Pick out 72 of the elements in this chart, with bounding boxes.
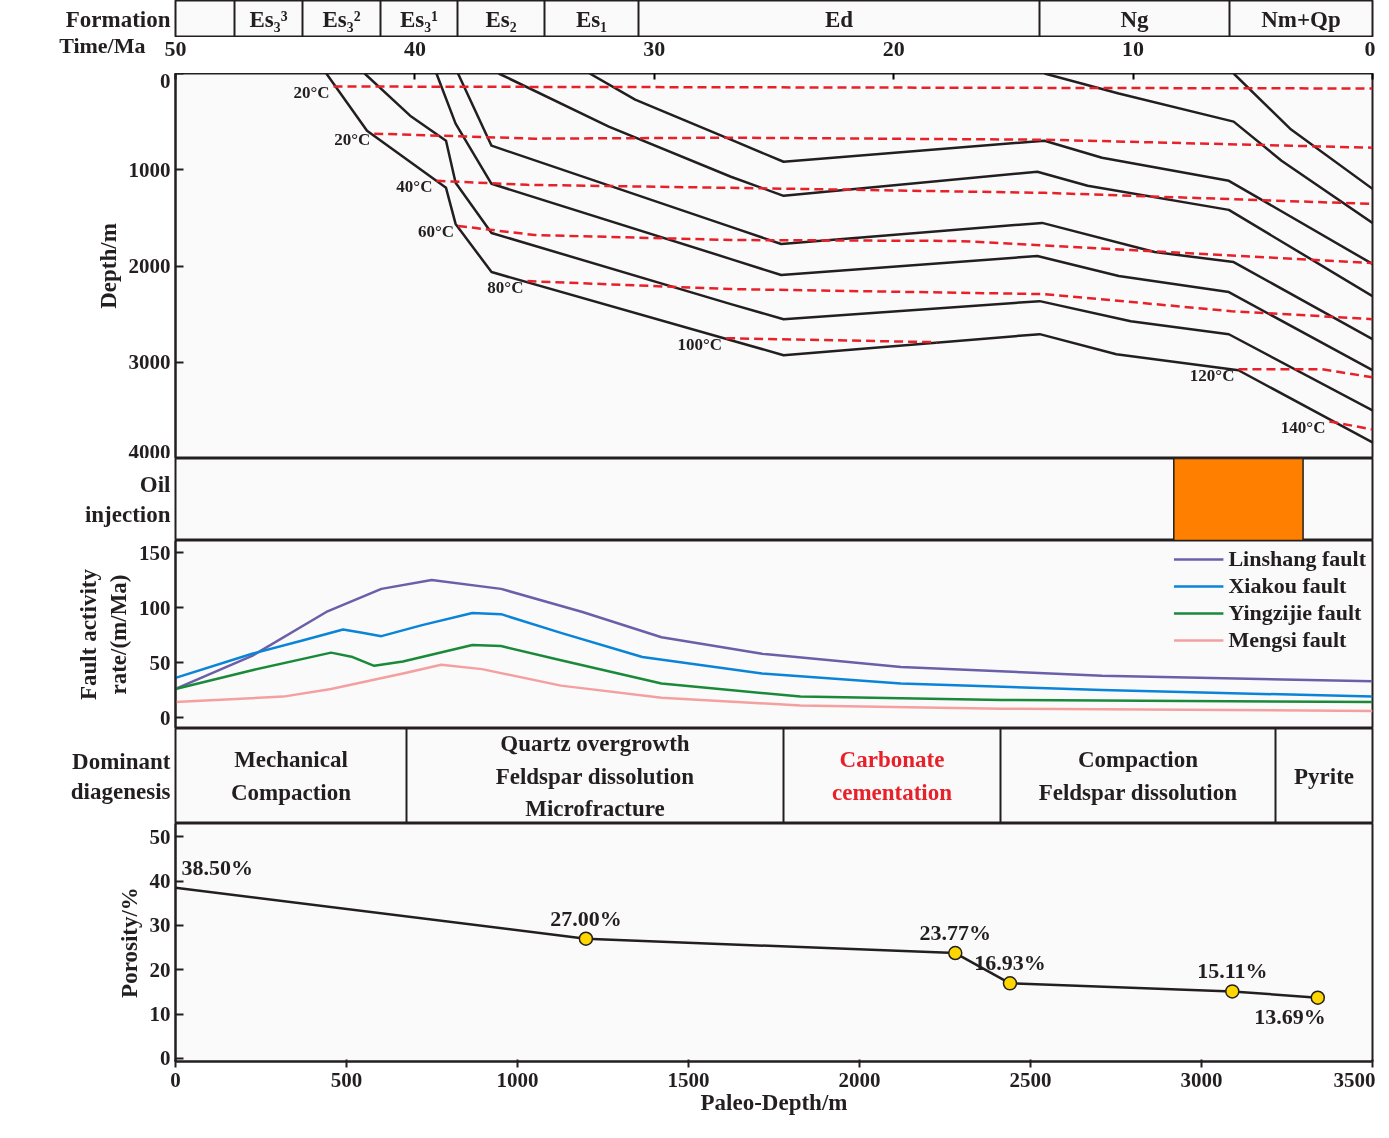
category-label: Es₁	[575, 6, 608, 32]
x-tick-label: 1500	[667, 1067, 710, 1092]
y-tick-label: 3000	[128, 350, 171, 375]
annotation: 80°C	[487, 277, 524, 297]
x-tick-label: 0	[1364, 35, 1376, 61]
data-label: 15.11%	[1197, 958, 1268, 984]
x-tick-label: 2500	[1009, 1067, 1052, 1092]
data-label: 16.93%	[974, 950, 1046, 976]
text: Formation	[65, 6, 171, 32]
line-series	[175, 663, 1373, 713]
x-axis-title: Paleo-Depth/m	[700, 1089, 848, 1115]
data-label: 13.69%	[1254, 1003, 1326, 1029]
y-tick-label: 0	[160, 1046, 171, 1071]
x-tick-label: 3500	[1333, 1067, 1376, 1092]
y-axis-title: Oil injection	[84, 472, 171, 527]
legend-label: Linshang fault	[1228, 546, 1366, 572]
data-label: 27.00%	[550, 905, 622, 931]
category-label: Mechanical Compaction	[230, 747, 352, 805]
annotation: 40°C	[396, 177, 433, 197]
y-tick-label: 2000	[128, 254, 171, 278]
x-tick-label: 20	[882, 35, 905, 61]
x-tick-label: 10	[1122, 35, 1145, 61]
x-tick-label: 40	[403, 35, 426, 61]
category-label: Es₃²	[322, 6, 361, 32]
category-label: Ed	[824, 6, 854, 32]
point	[1310, 990, 1326, 1005]
legend-label: Xiakou fault	[1228, 573, 1347, 599]
x-tick-label: 2000	[838, 1067, 881, 1092]
data-label: 38.50%	[181, 854, 253, 880]
annotation: 20°C	[293, 82, 330, 102]
y-tick-label: 20	[149, 957, 171, 982]
y-tick-label: 1000	[128, 157, 171, 182]
point	[1225, 984, 1240, 999]
annotation: 100°C	[677, 334, 723, 354]
y-axis-title: Depth/m	[95, 223, 121, 309]
y-tick-label: 50	[149, 650, 171, 675]
category-label: Es₃¹	[399, 6, 439, 32]
category-label: Es₂	[485, 6, 517, 32]
category-label: Ng	[1120, 6, 1150, 32]
y-axis-title: Fault activity rate/(m/Ma)	[76, 568, 131, 700]
annotation: 140°C	[1280, 417, 1326, 437]
point	[578, 931, 594, 946]
y-tick-label: 40	[149, 869, 171, 894]
category-label: Quartz overgrowth Feldspar dissolution Microfracture	[495, 731, 695, 821]
category-label: Nm+Qp	[1261, 6, 1341, 32]
data-label: 23.77%	[919, 920, 992, 946]
y-tick-label: 10	[149, 1002, 171, 1027]
legend-label: Mengsi fault	[1228, 627, 1347, 653]
x-axis-title: Time/Ma	[59, 33, 146, 58]
x-tick-label: 1000	[496, 1067, 539, 1092]
category-label: Es₃³	[249, 6, 288, 32]
x-tick-label: 500	[330, 1067, 363, 1092]
legend-label: Yingzijie fault	[1228, 600, 1362, 626]
category-label: Pyrite	[1293, 763, 1355, 789]
y-tick-label: 30	[149, 913, 171, 938]
annotation: 60°C	[417, 222, 454, 242]
category-label: Carbonate cementation	[831, 747, 953, 805]
y-tick-label: 0	[160, 705, 171, 730]
x-tick-label: 30	[643, 35, 666, 61]
annotation: 120°C	[1189, 365, 1235, 385]
annotation: 20°C	[334, 130, 371, 150]
y-axis-title: Porosity/%	[116, 887, 142, 998]
text: Dominant diagenesis	[70, 748, 171, 804]
y-tick-label: 0	[160, 68, 171, 93]
y-tick-label: 150	[139, 540, 171, 565]
y-tick-label: 100	[139, 595, 171, 620]
point	[1002, 976, 1018, 991]
point	[948, 945, 963, 961]
category-label: Compaction Feldspar dissolution	[1038, 747, 1238, 805]
x-tick-label: 3000	[1180, 1067, 1223, 1092]
y-tick-label: 4000	[128, 439, 171, 464]
y-tick-label: 50	[149, 824, 171, 849]
